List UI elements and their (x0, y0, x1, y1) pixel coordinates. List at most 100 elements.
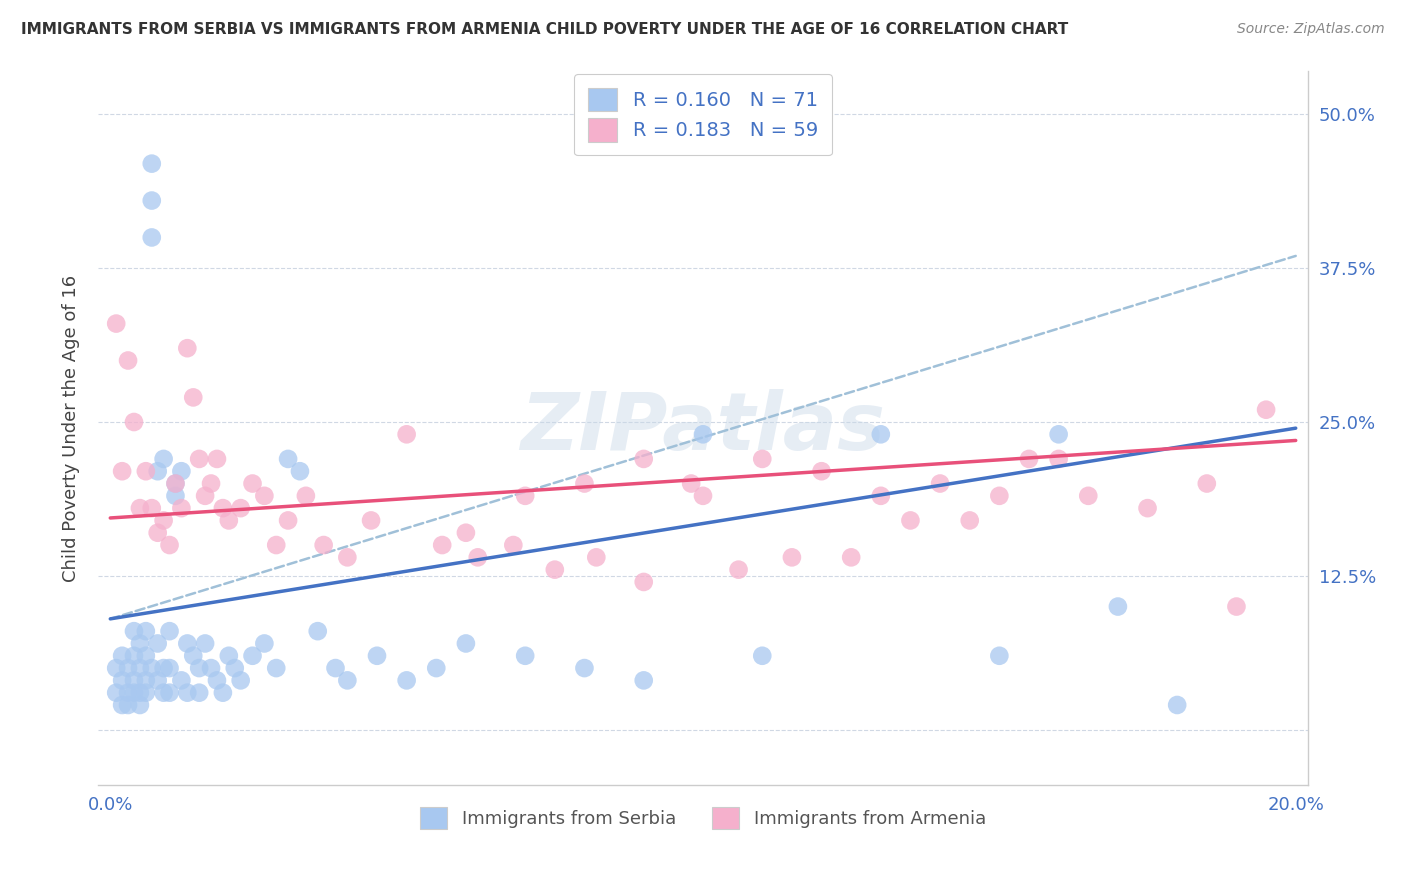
Point (122, 415, 145, 429)
Point (141, 501, 163, 516)
Point (727, 563, 749, 577)
Point (141, 230, 163, 244)
Point (135, 673, 157, 688)
Point (152, 686, 174, 700)
Point (117, 686, 139, 700)
Point (633, 451, 655, 466)
Point (810, 464, 832, 478)
Point (105, 317, 128, 331)
Point (117, 698, 139, 712)
Point (146, 525, 169, 540)
Point (229, 501, 252, 516)
Point (159, 661, 181, 675)
Point (900, 513, 922, 527)
Point (194, 636, 217, 650)
Legend: Immigrants from Serbia, Immigrants from Armenia: Immigrants from Serbia, Immigrants from … (413, 800, 993, 837)
Point (129, 698, 152, 712)
Point (181, 648, 204, 663)
Point (264, 661, 287, 675)
Point (1254, 402, 1277, 417)
Point (454, 636, 477, 650)
Point (176, 636, 198, 650)
Point (336, 550, 359, 565)
Point (325, 661, 347, 675)
Text: Source: ZipAtlas.com: Source: ZipAtlas.com (1237, 22, 1385, 37)
Point (751, 648, 773, 663)
Point (188, 686, 211, 700)
Point (1136, 501, 1159, 516)
Point (176, 686, 198, 700)
Point (869, 427, 891, 442)
Point (122, 648, 145, 663)
Point (515, 648, 537, 663)
Point (692, 427, 714, 442)
Point (200, 661, 222, 675)
Point (515, 489, 537, 503)
Point (218, 648, 240, 663)
Point (152, 661, 174, 675)
Point (152, 513, 174, 527)
Point (544, 563, 567, 577)
Point (105, 661, 128, 675)
Point (1018, 451, 1040, 466)
Point (176, 341, 198, 355)
Point (181, 391, 204, 405)
Point (253, 489, 276, 503)
Point (159, 624, 181, 639)
Point (212, 686, 235, 700)
Point (122, 624, 145, 639)
Point (129, 686, 152, 700)
Point (869, 489, 891, 503)
Point (1166, 698, 1188, 712)
Point (360, 513, 382, 527)
Point (111, 648, 134, 663)
Point (253, 636, 276, 650)
Point (224, 661, 246, 675)
Point (692, 489, 714, 503)
Point (633, 673, 655, 688)
Point (205, 451, 228, 466)
Point (165, 476, 187, 491)
Point (170, 464, 193, 478)
Point (395, 673, 418, 688)
Point (780, 550, 803, 565)
Point (839, 550, 862, 565)
Point (395, 427, 418, 442)
Point (1195, 476, 1218, 491)
Point (242, 648, 264, 663)
Point (129, 636, 152, 650)
Point (135, 464, 157, 478)
Point (141, 661, 163, 675)
Point (277, 513, 299, 527)
Point (751, 451, 773, 466)
Point (111, 673, 134, 688)
Point (135, 686, 157, 700)
Point (366, 648, 388, 663)
Point (988, 648, 1011, 663)
Point (264, 538, 287, 552)
Point (194, 489, 217, 503)
Point (111, 464, 134, 478)
Point (1225, 599, 1247, 614)
Point (117, 353, 139, 368)
Text: IMMIGRANTS FROM SERBIA VS IMMIGRANTS FROM ARMENIA CHILD POVERTY UNDER THE AGE OF: IMMIGRANTS FROM SERBIA VS IMMIGRANTS FRO… (21, 22, 1069, 37)
Point (152, 451, 174, 466)
Point (111, 698, 134, 712)
Point (129, 661, 152, 675)
Point (205, 673, 228, 688)
Point (200, 476, 222, 491)
Point (159, 538, 181, 552)
Point (959, 513, 981, 527)
Point (312, 538, 335, 552)
Point (574, 476, 596, 491)
Point (307, 624, 329, 639)
Point (165, 489, 187, 503)
Point (135, 648, 157, 663)
Point (218, 513, 240, 527)
Point (1077, 489, 1099, 503)
Point (141, 156, 163, 170)
Point (165, 476, 187, 491)
Point (467, 550, 489, 565)
Point (295, 489, 318, 503)
Point (212, 501, 235, 516)
